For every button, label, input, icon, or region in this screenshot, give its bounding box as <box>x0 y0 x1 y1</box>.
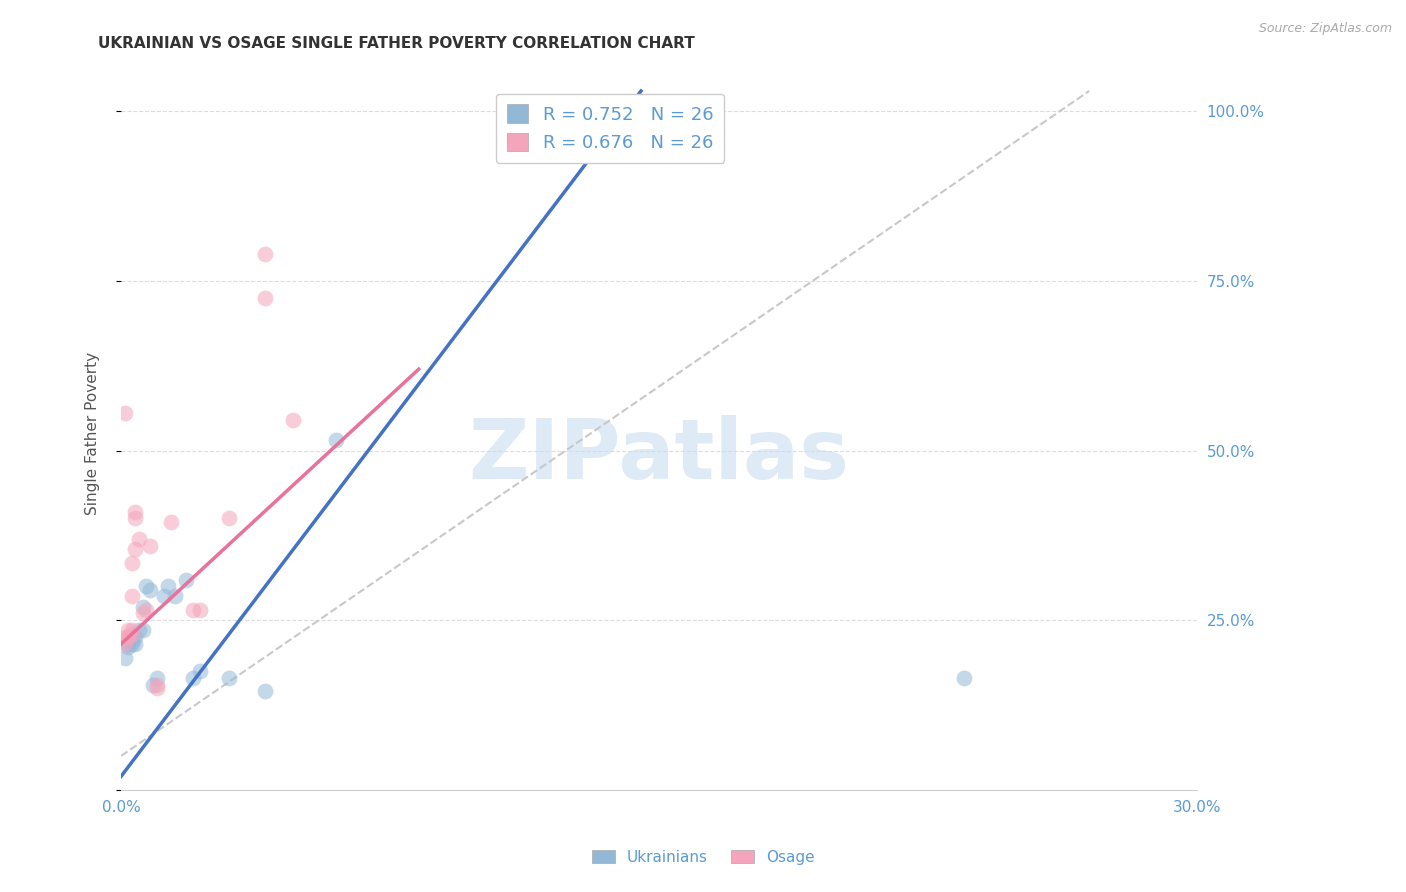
Legend: R = 0.752   N = 26, R = 0.676   N = 26: R = 0.752 N = 26, R = 0.676 N = 26 <box>496 94 724 163</box>
Point <box>124 505 146 519</box>
Point <box>117 624 139 638</box>
Point <box>181 603 204 617</box>
Point <box>188 664 211 678</box>
Point <box>665 121 688 136</box>
Legend: Ukrainians, Osage: Ukrainians, Osage <box>585 844 821 871</box>
Point <box>124 541 146 556</box>
Point <box>218 511 240 525</box>
Point <box>146 681 169 695</box>
Point <box>131 624 153 638</box>
Point <box>253 247 276 261</box>
Point <box>131 599 153 614</box>
Point <box>117 640 139 655</box>
Point <box>121 624 143 638</box>
Point <box>188 603 211 617</box>
Point <box>124 511 146 525</box>
Point <box>952 671 974 685</box>
Point <box>128 532 150 546</box>
Point <box>283 413 305 427</box>
Point <box>253 684 276 698</box>
Point <box>153 590 176 604</box>
Point <box>142 678 165 692</box>
Point <box>121 637 143 651</box>
Point <box>128 624 150 638</box>
Point <box>135 603 157 617</box>
Text: Source: ZipAtlas.com: Source: ZipAtlas.com <box>1258 22 1392 36</box>
Point <box>181 671 204 685</box>
Point <box>163 590 186 604</box>
Point <box>325 434 347 448</box>
Text: UKRAINIAN VS OSAGE SINGLE FATHER POVERTY CORRELATION CHART: UKRAINIAN VS OSAGE SINGLE FATHER POVERTY… <box>98 36 695 51</box>
Point <box>174 573 197 587</box>
Point <box>117 637 139 651</box>
Point <box>131 607 153 621</box>
Y-axis label: Single Father Poverty: Single Father Poverty <box>86 352 100 516</box>
Point <box>156 579 179 593</box>
Point <box>146 678 169 692</box>
Point <box>218 671 240 685</box>
Point <box>139 539 162 553</box>
Text: ZIPatlas: ZIPatlas <box>468 415 849 496</box>
Point <box>117 630 139 644</box>
Point <box>124 637 146 651</box>
Point <box>121 627 143 641</box>
Point <box>124 630 146 644</box>
Point <box>160 515 183 529</box>
Point <box>114 630 136 644</box>
Point <box>121 633 143 648</box>
Point <box>253 291 276 305</box>
Point <box>139 582 162 597</box>
Point <box>146 671 169 685</box>
Point <box>540 121 562 136</box>
Point <box>114 406 136 420</box>
Point <box>114 650 136 665</box>
Point <box>135 579 157 593</box>
Point <box>114 637 136 651</box>
Point <box>121 590 143 604</box>
Point <box>117 630 139 644</box>
Point <box>121 556 143 570</box>
